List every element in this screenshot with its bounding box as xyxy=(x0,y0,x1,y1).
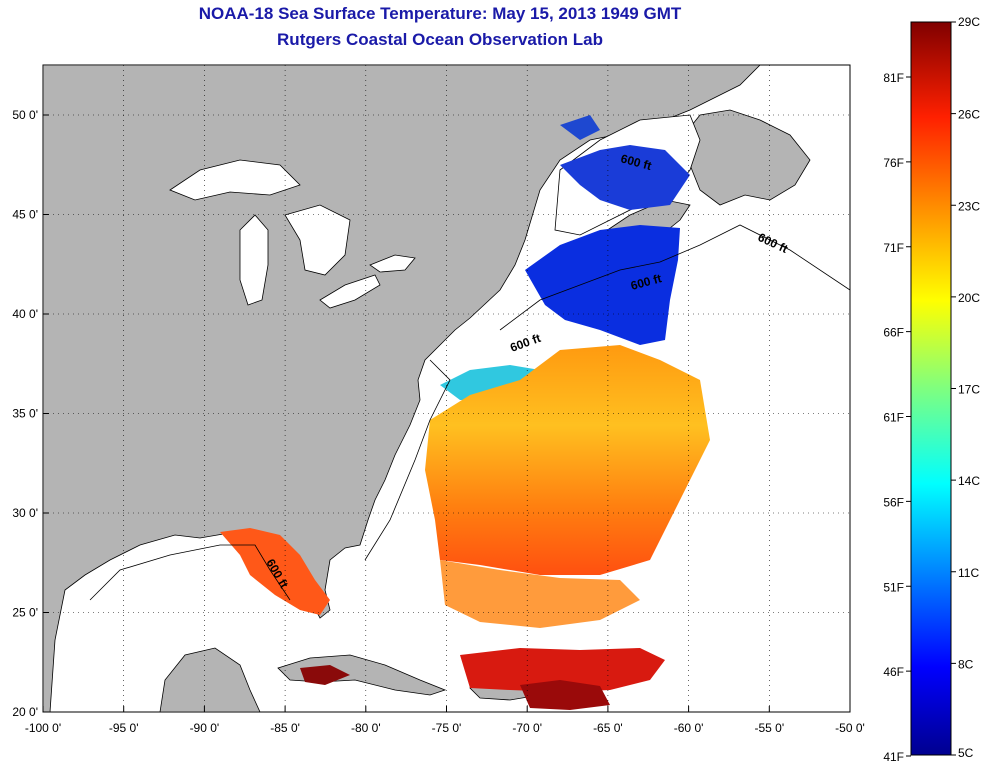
colorbar-fahrenheit-label: 71F xyxy=(883,241,904,255)
lat-tick-label: 45 0' xyxy=(12,208,38,222)
lat-tick-label: 30 0' xyxy=(12,506,38,520)
sst-gulf-maine-cold xyxy=(525,225,680,345)
colorbar-fahrenheit-label: 56F xyxy=(883,495,904,509)
lake-superior xyxy=(169,159,301,201)
lake-huron xyxy=(284,204,351,276)
land-north-america xyxy=(43,65,761,712)
sst-mid-atlantic-warm xyxy=(425,345,710,575)
contour-600ft-east xyxy=(364,359,451,561)
latitude-labels: 50 0' 45 0' 40 0' 35 0' 30 0' 25 0' 20 0' xyxy=(12,108,38,719)
lon-tick-label: -75 0' xyxy=(432,721,462,735)
colorbar-celsius-label: 5C xyxy=(958,746,974,760)
lon-tick-label: -80 0' xyxy=(351,721,381,735)
colorbar-fahrenheit-label: 51F xyxy=(883,580,904,594)
sst-south-warm xyxy=(440,560,640,628)
sst-caribbean-deep-red xyxy=(520,680,610,710)
colorbar-celsius-label: 11C xyxy=(958,566,979,580)
colorbar-fahrenheit-label: 76F xyxy=(883,156,904,170)
map-title: NOAA-18 Sea Surface Temperature: May 15,… xyxy=(198,4,682,23)
contour-600ft-north xyxy=(499,224,850,331)
lon-tick-label: -65 0' xyxy=(593,721,623,735)
sst-caribbean-hot xyxy=(460,648,665,692)
colorbar-celsius-label: 17C xyxy=(958,383,980,397)
map-gridlines xyxy=(42,65,851,713)
sst-cuba-patch xyxy=(300,665,350,685)
colorbar-fahrenheit-label: 46F xyxy=(883,665,904,679)
sst-st-lawrence-cold xyxy=(560,145,690,210)
colorbar-fahrenheit-label: 61F xyxy=(883,411,904,425)
lat-tick-label: 25 0' xyxy=(12,606,38,620)
colorbar-fahrenheit-label: 81F xyxy=(883,71,904,85)
colorbar-celsius-label: 8C xyxy=(958,657,974,671)
colorbar-celsius-label: 26C xyxy=(958,108,980,122)
lon-tick-label: -60 0' xyxy=(674,721,704,735)
lon-tick-label: -50 0' xyxy=(835,721,865,735)
lon-tick-label: -90 0' xyxy=(190,721,220,735)
map-subtitle: Rutgers Coastal Ocean Observation Lab xyxy=(277,30,603,49)
lake-erie xyxy=(319,274,381,309)
sst-labrador-cold xyxy=(560,115,600,140)
lon-tick-label: -70 0' xyxy=(512,721,542,735)
colorbar-celsius-label: 20C xyxy=(958,291,980,305)
colorbar-fahrenheit-labels: 81F 76F 71F 66F 61F 56F 51F 46F 41F xyxy=(883,71,911,764)
lon-tick-label: -55 0' xyxy=(754,721,784,735)
colorbar-celsius-labels: 29C 26C 23C 20C 17C 14C 11C 8C 5C xyxy=(951,15,980,760)
land-yucatan xyxy=(159,647,261,712)
colorbar-fahrenheit-label: 66F xyxy=(883,326,904,340)
sst-gulf-florida-warm xyxy=(220,528,330,615)
lon-tick-label: -100 0' xyxy=(25,721,61,735)
lake-michigan xyxy=(239,214,269,306)
lon-tick-label: -85 0' xyxy=(270,721,300,735)
contour-600ft-gulf xyxy=(89,544,291,601)
lat-tick-label: 40 0' xyxy=(12,307,38,321)
longitude-labels: -100 0' -95 0' -90 0' -85 0' -80 0' -75 0' -70… xyxy=(25,721,865,735)
lon-tick-label: -95 0' xyxy=(109,721,139,735)
lat-tick-label: 50 0' xyxy=(12,108,38,122)
lat-tick-label: 35 0' xyxy=(12,407,38,421)
colorbar-celsius-label: 23C xyxy=(958,199,980,213)
colorbar xyxy=(910,21,952,756)
colorbar-celsius-label: 29C xyxy=(958,15,980,29)
land-newfoundland xyxy=(679,109,811,206)
lake-ontario xyxy=(369,254,416,273)
lat-tick-label: 20 0' xyxy=(12,705,38,719)
colorbar-fahrenheit-label: 41F xyxy=(883,750,904,764)
colorbar-celsius-label: 14C xyxy=(958,474,980,488)
